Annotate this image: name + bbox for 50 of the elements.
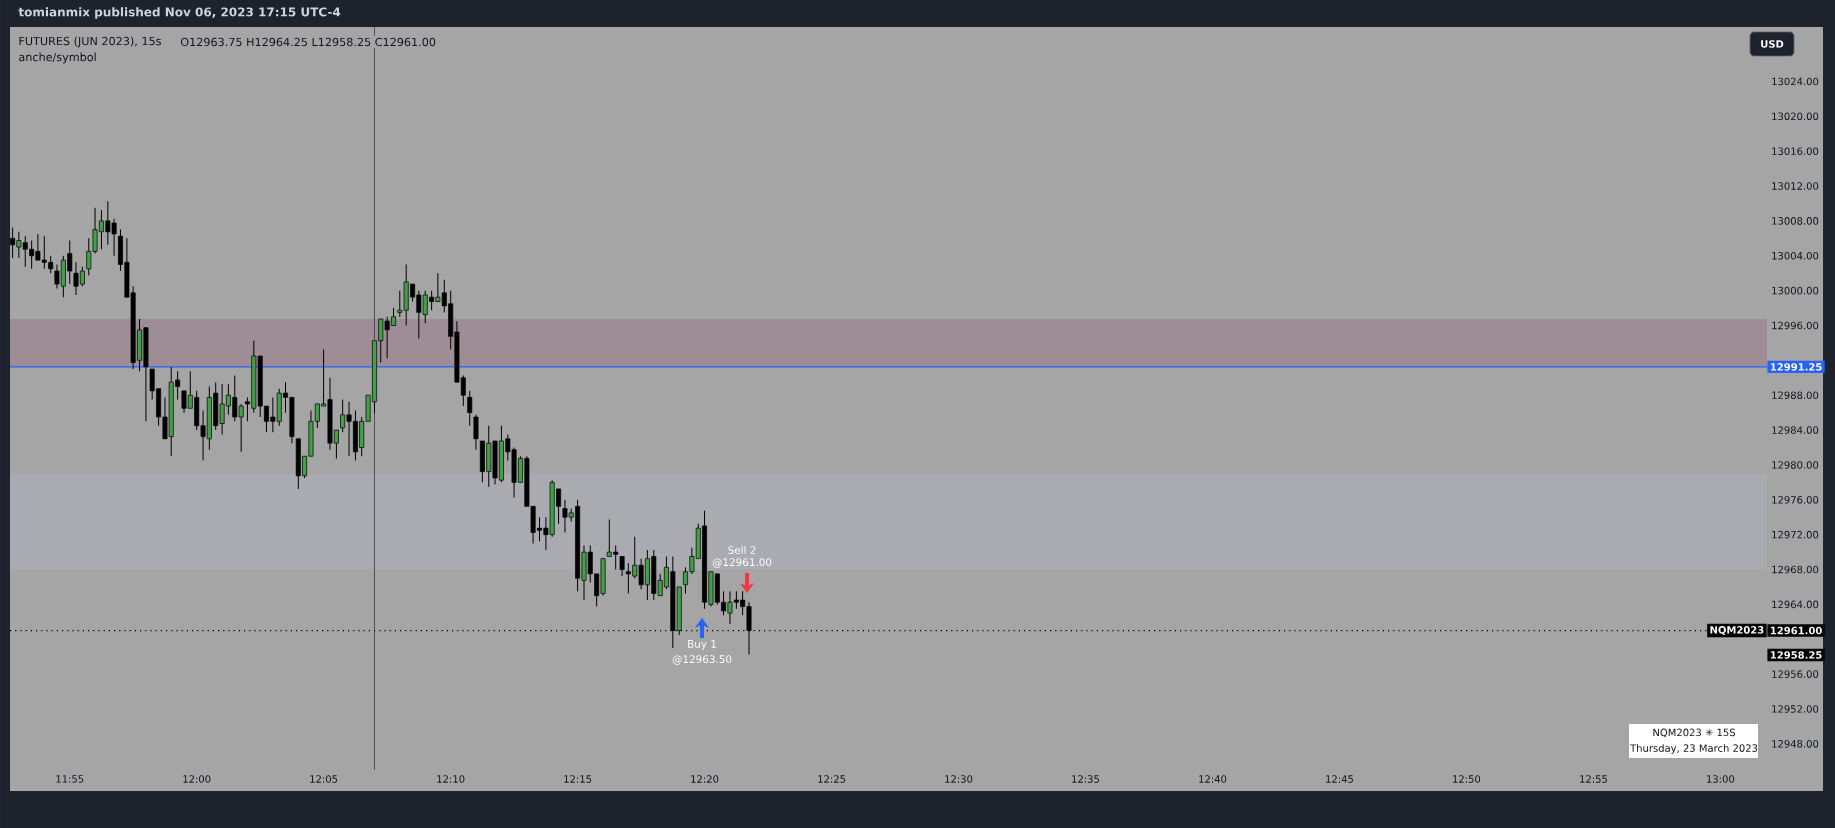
annotation: @12963.50 [672, 655, 732, 665]
x-tick-label: 12:55 [1580, 775, 1607, 783]
x-tick-label: 12:20 [691, 775, 719, 783]
y-tick-label: 12996.00 [1772, 321, 1819, 330]
annotation: Thursday, 23 March 2023 [1630, 744, 1758, 754]
text: FUTURES (JUN 2023), 15s [19, 36, 161, 48]
y-tick-label: 12968.00 [1772, 565, 1819, 574]
text: 12958.25 [1770, 651, 1822, 659]
y-tick-label: 12976.00 [1772, 496, 1819, 504]
x-tick-label: 12:00 [183, 775, 211, 783]
y-tick-label: 13016.00 [1772, 147, 1819, 155]
y-tick-label: 12980.00 [1772, 461, 1819, 469]
y-tick-label: 12984.00 [1772, 426, 1819, 434]
ref-line-label: 12961.00 [1770, 626, 1822, 635]
y-tick-label: 13008.00 [1772, 217, 1819, 225]
x-tick-label: 13:00 [1707, 775, 1735, 783]
text: tomianmix published Nov 06, 2023 17:15 UTC-4 [18, 7, 341, 19]
candlestick [473, 414, 479, 451]
y-tick-label: 13000.00 [1772, 286, 1819, 295]
y-tick-label: 12948.00 [1772, 740, 1819, 748]
annotation: NQM2023 [1710, 626, 1764, 635]
x-tick-label: 12:30 [945, 775, 973, 783]
y-tick-label: 12956.00 [1772, 670, 1819, 678]
annotation: NQM2023 ✳ 15S [1653, 728, 1736, 738]
candlestick [467, 390, 473, 427]
x-tick-label: 11:55 [56, 775, 84, 783]
candlestick [619, 555, 625, 577]
x-tick-label: 12:50 [1453, 775, 1481, 783]
y-tick-label: 13012.00 [1772, 182, 1819, 190]
y-tick-label: 13004.00 [1772, 251, 1819, 260]
annotation: anche/symbol [19, 52, 96, 64]
y-tick-label: 12972.00 [1772, 530, 1819, 539]
x-tick-label: 12:10 [437, 775, 465, 783]
annotation: @12961.00 [712, 558, 772, 568]
y-tick-label: 12952.00 [1772, 705, 1819, 713]
annotation: USD [1761, 40, 1784, 48]
x-tick-label: 12:35 [1072, 775, 1099, 783]
y-tick-label: 12988.00 [1772, 391, 1819, 400]
y-tick-label: 12964.00 [1772, 600, 1819, 609]
x-tick-label: 12:05 [310, 775, 338, 783]
x-tick-label: 12:15 [564, 775, 592, 783]
x-tick-label: 12:40 [1199, 775, 1227, 783]
y-tick-label: 13020.00 [1772, 112, 1819, 121]
annotation: Sell 2 [728, 545, 756, 555]
x-tick-label: 12:25 [818, 775, 846, 783]
text: O12963.75 H12964.25 L12958.25 C12961.00 [180, 37, 436, 47]
y-tick-label: 13024.00 [1772, 77, 1819, 86]
x-tick-label: 12:45 [1326, 775, 1353, 783]
ref-line-label: 12991.25 [1770, 363, 1822, 371]
annotation: Buy 1 [688, 640, 716, 650]
